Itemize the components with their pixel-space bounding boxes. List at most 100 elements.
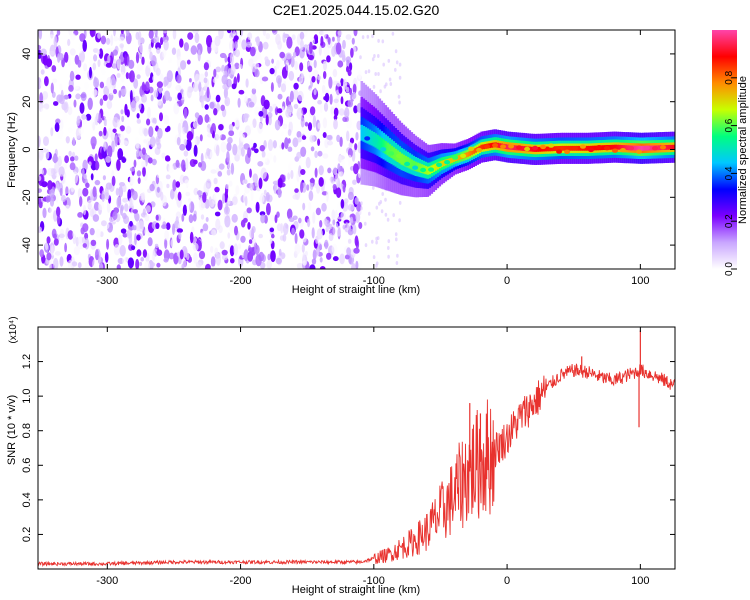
noise-speck	[210, 169, 217, 174]
noise-speck	[338, 86, 343, 94]
noise-speck	[309, 264, 316, 269]
noise-speck	[381, 192, 385, 196]
noise-speck	[203, 77, 208, 84]
noise-speck	[299, 62, 304, 72]
noise-speck	[287, 146, 293, 152]
noise-speck	[72, 171, 79, 184]
noise-speck	[186, 131, 194, 141]
noise-speck	[56, 206, 61, 217]
noise-speck	[52, 155, 59, 163]
noise-speck	[222, 193, 226, 204]
noise-speck	[345, 86, 350, 93]
noise-speck	[111, 59, 118, 70]
noise-speck	[120, 88, 126, 97]
noise-speck	[163, 79, 167, 87]
noise-speck	[231, 83, 237, 90]
noise-speck	[112, 49, 118, 56]
noise-speck	[270, 250, 276, 263]
noise-speck	[217, 199, 223, 211]
ridge-cell	[474, 147, 477, 153]
noise-speck	[252, 118, 257, 128]
noise-speck	[322, 117, 328, 129]
noise-speck	[52, 78, 58, 84]
noise-speck	[139, 43, 146, 54]
noise-speck	[67, 230, 74, 240]
noise-speck	[382, 62, 386, 67]
y-tick-label: 1.0	[21, 388, 33, 403]
noise-speck	[140, 256, 145, 262]
noise-speck	[249, 139, 254, 149]
noise-speck	[170, 239, 175, 248]
noise-speck	[189, 231, 194, 244]
noise-speck	[398, 200, 402, 205]
noise-speck	[118, 186, 124, 198]
ridge-cell	[556, 146, 559, 151]
ridge-cell	[480, 144, 483, 150]
ridge-cell	[670, 144, 673, 150]
noise-speck	[335, 42, 342, 55]
noise-speck	[254, 69, 260, 78]
noise-speck	[100, 35, 107, 45]
noise-speck	[344, 107, 350, 119]
noise-speck	[372, 84, 376, 89]
noise-speck	[226, 151, 230, 163]
noise-speck	[347, 191, 354, 201]
noise-speck	[364, 243, 368, 248]
ridge-blob	[484, 144, 491, 149]
noise-speck	[394, 232, 398, 237]
noise-speck	[200, 214, 205, 220]
noise-speck	[59, 228, 65, 241]
noise-speck	[323, 102, 329, 112]
noise-speck	[308, 88, 313, 94]
noise-speck	[105, 62, 112, 68]
noise-speck	[168, 96, 172, 102]
noise-speck	[229, 245, 235, 257]
noise-speck	[281, 106, 285, 113]
noise-speck	[395, 261, 399, 265]
noise-speck	[141, 160, 147, 168]
noise-speck	[275, 33, 281, 46]
ridge-blob	[476, 147, 483, 153]
noise-speck	[277, 186, 282, 199]
noise-speck	[49, 197, 55, 207]
noise-speck	[258, 233, 264, 239]
noise-speck	[165, 222, 171, 230]
noise-speck	[193, 252, 198, 264]
noise-speck	[145, 205, 151, 213]
signal-ridge	[360, 81, 675, 198]
noise-speck	[63, 101, 69, 113]
noise-speck	[219, 52, 227, 59]
noise-speck	[176, 136, 181, 146]
noise-speck	[89, 66, 92, 79]
noise-speck	[387, 239, 391, 244]
noise-speck	[307, 122, 313, 131]
noise-speck	[291, 227, 295, 236]
noise-speck	[328, 76, 333, 89]
noise-speck	[73, 246, 80, 256]
noise-speck	[351, 263, 356, 269]
noise-speck	[269, 227, 275, 233]
noise-speck	[356, 120, 362, 131]
noise-speck	[346, 59, 350, 69]
noise-speck	[92, 121, 96, 131]
noise-speck	[387, 58, 391, 63]
snr-xlabel: Height of straight line (km)	[292, 584, 420, 596]
noise-speck	[308, 190, 314, 201]
noise-speck	[341, 50, 346, 61]
ridge-cell	[434, 163, 438, 171]
noise-speck	[301, 135, 307, 140]
noise-speck	[371, 34, 374, 39]
noise-speck	[231, 213, 238, 223]
noise-speck	[321, 202, 327, 212]
noise-speck	[176, 74, 182, 84]
noise-speck	[349, 62, 353, 71]
ridge-cell	[584, 145, 587, 151]
ridge-cell	[538, 146, 541, 152]
noise-speck	[395, 237, 398, 242]
ridge-cell	[514, 145, 517, 151]
noise-speck	[244, 195, 248, 207]
noise-speck	[249, 123, 254, 131]
noise-speck	[360, 206, 363, 211]
noise-speck	[124, 203, 129, 212]
noise-speck	[387, 246, 390, 250]
